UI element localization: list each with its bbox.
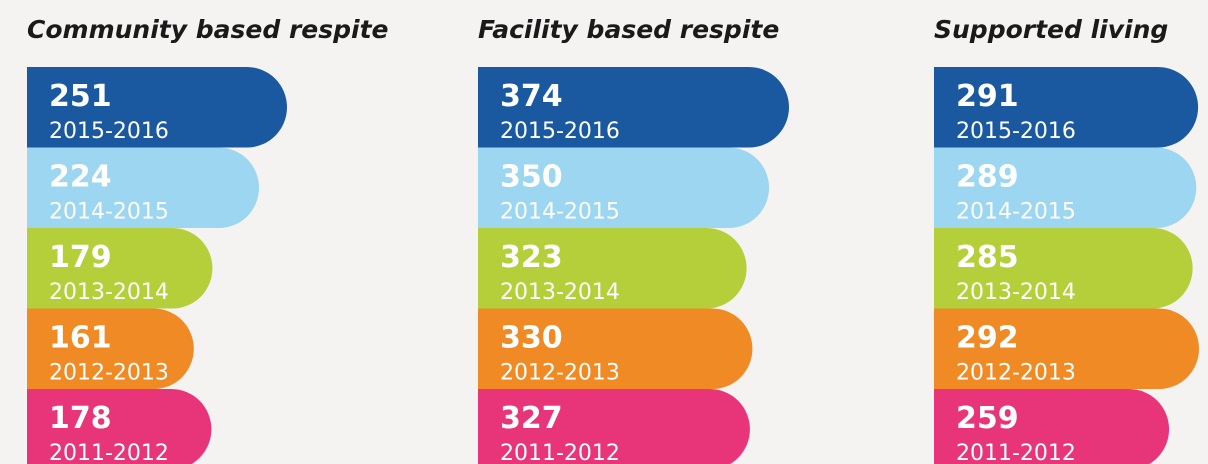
value-label: 285	[956, 240, 1019, 275]
category-label: 2014-2015	[500, 200, 620, 225]
bar	[27, 308, 194, 389]
value-label: 259	[956, 401, 1019, 436]
value-label: 330	[500, 321, 563, 356]
bar	[27, 228, 213, 309]
value-label: 224	[49, 160, 112, 195]
category-label: 2014-2015	[49, 200, 169, 225]
panel-title: Supported living	[934, 15, 1168, 44]
category-label: 2015-2016	[49, 119, 169, 144]
category-label: 2011-2012	[49, 441, 169, 464]
value-label: 374	[500, 79, 563, 114]
category-label: 2015-2016	[956, 119, 1076, 144]
bar	[478, 308, 753, 389]
bar	[934, 389, 1170, 464]
category-label: 2013-2014	[49, 280, 169, 305]
bar	[933, 228, 1193, 309]
value-label: 289	[956, 160, 1019, 195]
value-label: 161	[49, 321, 112, 356]
value-label: 178	[49, 401, 112, 436]
category-label: 2012-2013	[956, 361, 1076, 386]
value-label: 350	[500, 160, 563, 195]
panel-title: Facility based respite	[478, 15, 779, 44]
bar	[934, 67, 1199, 148]
value-label: 327	[500, 401, 563, 436]
bar	[478, 228, 747, 309]
category-label: 2011-2012	[500, 441, 620, 464]
bar	[478, 67, 789, 148]
category-label: 2014-2015	[956, 200, 1076, 225]
category-label: 2012-2013	[49, 361, 169, 386]
category-label: 2012-2013	[500, 361, 620, 386]
panel-title: Community based respite	[27, 15, 388, 44]
bar	[933, 147, 1197, 228]
category-label: 2013-2014	[956, 280, 1076, 305]
category-label: 2013-2014	[500, 280, 620, 305]
bar	[27, 67, 287, 148]
category-label: 2011-2012	[956, 441, 1076, 464]
value-label: 291	[956, 79, 1019, 114]
bar	[934, 308, 1199, 389]
bar	[27, 389, 212, 464]
value-label: 251	[49, 79, 112, 114]
category-label: 2015-2016	[500, 119, 620, 144]
bar	[478, 147, 770, 228]
value-label: 292	[956, 321, 1019, 356]
value-label: 179	[49, 240, 112, 275]
bar	[478, 389, 750, 464]
bar	[27, 147, 260, 228]
value-label: 323	[500, 240, 563, 275]
